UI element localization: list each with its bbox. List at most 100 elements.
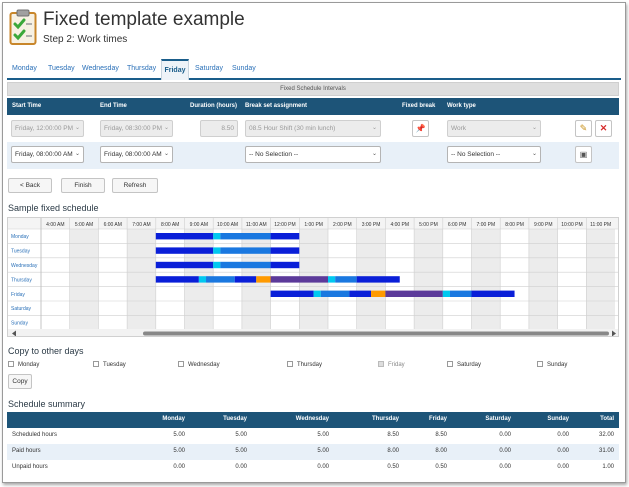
summary-cell: 5.00	[173, 432, 185, 438]
save-disk-button[interactable]: ▣	[575, 146, 592, 163]
day-row-label: Thursday	[11, 277, 32, 283]
hour-tick-label: 9:00 PM	[534, 222, 553, 228]
copy-sunday-checkbox[interactable]: Sunday	[537, 361, 567, 368]
sample-schedule-grid: 4:00 AM 5:00 AM 6:00 AM 7:00 AM 8:00 AM 9:00 …	[7, 217, 619, 337]
hour-tick-label: 6:00 PM	[448, 222, 467, 228]
refresh-button[interactable]: Refresh	[112, 178, 158, 193]
page-title: Fixed template example	[43, 9, 245, 30]
copy-saturday-checkbox[interactable]: Saturday	[447, 361, 481, 368]
day-row-label: Wednesday	[11, 263, 38, 269]
copy-wednesday-label: Wednesday	[188, 362, 220, 368]
shaded-hour-column	[127, 229, 156, 330]
checkbox-icon	[93, 361, 99, 367]
tab-saturday[interactable]: Saturday	[195, 65, 224, 72]
sum-col-tuesday: Tuesday	[223, 416, 247, 422]
intervals-header: Start Time End Time Duration (hours) Bre…	[7, 98, 619, 115]
hour-tick-label: 11:00 PM	[590, 222, 611, 228]
chevron-down-icon: ⌄	[371, 125, 377, 131]
end-time-value: Friday, 08:30:00 PM	[104, 125, 163, 132]
shaded-hour-column	[414, 229, 443, 330]
schedule-chart: 4:00 AM 5:00 AM 6:00 AM 7:00 AM 8:00 AM 9:00 …	[8, 218, 618, 336]
schedule-bar-segment	[270, 290, 314, 297]
hour-tick-label: 11:00 AM	[246, 222, 267, 228]
finish-button[interactable]: Finish	[61, 178, 105, 193]
hour-tick-label: 7:00 PM	[477, 222, 496, 228]
copy-saturday-label: Saturday	[457, 362, 482, 368]
schedule-header-bg	[8, 218, 618, 229]
checkbox-icon	[287, 361, 293, 367]
tab-thursday[interactable]: Thursday	[127, 65, 157, 72]
tab-sunday[interactable]: Sunday	[232, 65, 256, 72]
sum-col-sunday: Sunday	[547, 416, 569, 422]
copy-monday-checkbox[interactable]: Monday	[8, 361, 39, 368]
hour-tick-label: 9:00 AM	[190, 222, 208, 228]
sample-schedule-title: Sample fixed schedule	[8, 203, 99, 213]
copy-wednesday-checkbox[interactable]: Wednesday	[178, 361, 220, 368]
hour-tick-label: 7:00 AM	[132, 222, 150, 228]
checkbox-icon	[178, 361, 184, 367]
summary-cell: 8.00	[387, 448, 399, 454]
page-subtitle: Step 2: Work times	[43, 34, 128, 45]
interval-row-new: Friday, 08:00:00 AM ⌄ Friday, 08:00:00 AM…	[7, 142, 619, 169]
copy-button[interactable]: Copy	[8, 374, 32, 389]
copy-tuesday-label: Tuesday	[103, 362, 126, 368]
col-end-time: End Time	[100, 103, 127, 109]
edit-pencil-button[interactable]: ✎	[575, 120, 592, 137]
new-work-type-value: -- No Selection --	[451, 151, 501, 158]
break-set-select[interactable]: 08.5 Hour Shift (30 min lunch) ⌄	[245, 120, 381, 137]
delete-x-button[interactable]: ✕	[595, 120, 612, 137]
new-start-time-select[interactable]: Friday, 08:00:00 AM ⌄	[11, 146, 84, 163]
sum-col-friday: Friday	[428, 416, 447, 422]
hour-tick-label: 5:00 AM	[75, 222, 93, 228]
summary-cell: 0.00	[317, 464, 329, 470]
copy-tuesday-checkbox[interactable]: Tuesday	[93, 361, 126, 368]
summary-cell: 0.00	[499, 464, 511, 470]
summary-cell: 0.50	[435, 464, 447, 470]
summary-cell: 5.00	[235, 448, 247, 454]
schedule-bar-segment	[349, 290, 372, 297]
tab-friday[interactable]: Friday	[161, 59, 189, 80]
copy-thursday-checkbox[interactable]: Thursday	[287, 361, 322, 368]
new-work-type-select[interactable]: -- No Selection -- ⌄	[447, 146, 541, 163]
tab-wednesday[interactable]: Wednesday	[82, 65, 119, 72]
summary-row: Unpaid hours 0.00 0.00 0.00 0.50 0.50 0.00 0.00…	[7, 460, 619, 476]
schedule-bar-segment	[256, 276, 271, 283]
sum-col-thursday: Thursday	[371, 416, 399, 422]
new-break-set-select[interactable]: -- No Selection -- ⌄	[245, 146, 381, 163]
summary-cell: 0.00	[499, 432, 511, 438]
summary-cell: 8.50	[387, 432, 399, 438]
hour-tick-label: 6:00 AM	[104, 222, 122, 228]
day-row-label: Friday	[11, 292, 25, 298]
new-start-time-value: Friday, 08:00:00 AM	[15, 151, 73, 158]
new-end-time-select[interactable]: Friday, 08:00:00 AM ⌄	[100, 146, 173, 163]
chevron-down-icon: ⌄	[74, 125, 80, 131]
schedule-bar-segment	[198, 276, 207, 283]
duration-field[interactable]: 8.50	[200, 120, 238, 137]
schedule-bar-segment	[213, 261, 221, 269]
tab-monday[interactable]: Monday	[12, 65, 37, 72]
fixed-break-pin-button[interactable]: 📌	[412, 120, 429, 137]
summary-row-label: Unpaid hours	[12, 464, 48, 470]
work-type-select[interactable]: Work ⌄	[447, 120, 541, 137]
day-row-label: Sunday	[11, 321, 28, 327]
sum-col-wednesday: Wednesday	[295, 416, 329, 422]
schedule-bar-segment	[234, 276, 257, 283]
scrollbar-thumb	[143, 331, 609, 336]
chevron-down-icon: ⌄	[531, 125, 537, 131]
schedule-bar-segment	[356, 276, 400, 283]
back-button[interactable]: < Back	[8, 178, 52, 193]
col-work-type: Work type	[447, 103, 476, 109]
summary-cell: 1.00	[602, 464, 614, 470]
schedule-bar-segment	[206, 276, 235, 283]
summary-header: Monday Tuesday Wednesday Thursday Friday…	[7, 412, 619, 428]
start-time-value: Friday, 12:00:00 PM	[15, 125, 74, 132]
col-start-time: Start Time	[12, 103, 42, 109]
start-time-select[interactable]: Friday, 12:00:00 PM ⌄	[11, 120, 84, 137]
summary-cell: 31.00	[598, 448, 614, 454]
end-time-select[interactable]: Friday, 08:30:00 PM ⌄	[100, 120, 173, 137]
schedule-bar-segment	[371, 290, 386, 297]
schedule-bar-segment	[155, 233, 214, 240]
tab-tuesday[interactable]: Tuesday	[48, 65, 75, 72]
copy-monday-label: Monday	[18, 362, 40, 368]
break-set-value: 08.5 Hour Shift (30 min lunch)	[249, 125, 336, 132]
